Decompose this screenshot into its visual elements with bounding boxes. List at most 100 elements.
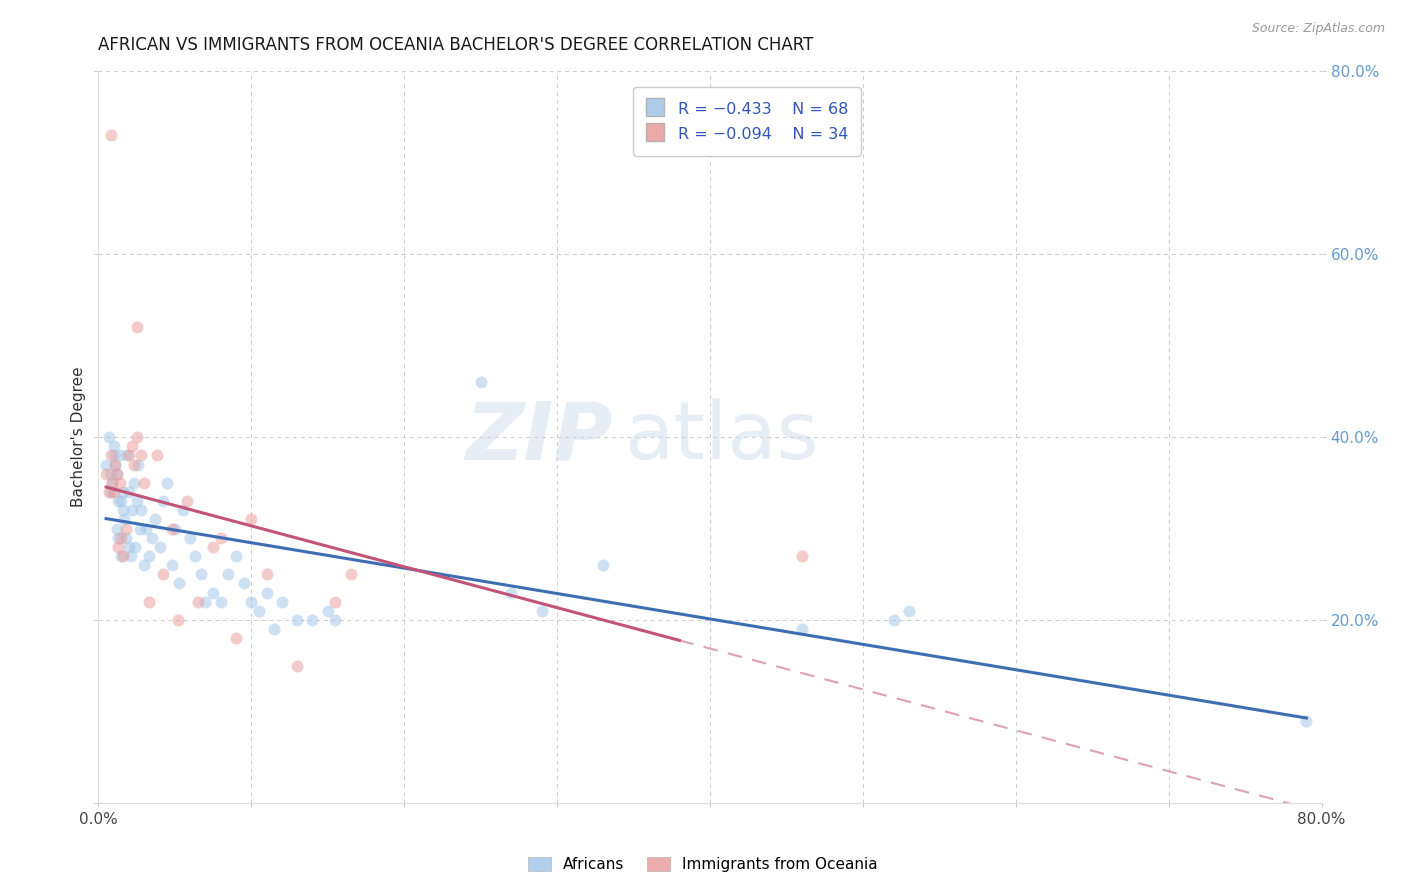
Point	[125, 430, 148, 444]
Point	[94, 467, 117, 481]
Point	[125, 320, 148, 334]
Point	[129, 503, 152, 517]
Point	[301, 613, 323, 627]
Point	[105, 467, 128, 481]
Point	[107, 494, 129, 508]
Point	[240, 594, 263, 608]
Point	[103, 449, 125, 463]
Point	[105, 467, 128, 481]
Text: atlas: atlas	[624, 398, 818, 476]
Point	[108, 449, 131, 463]
Point	[111, 503, 134, 517]
Point	[124, 540, 146, 554]
Point	[256, 585, 278, 599]
Point	[101, 475, 124, 490]
Point	[256, 567, 278, 582]
Point	[138, 549, 160, 563]
Point	[247, 604, 270, 618]
Point	[339, 567, 361, 582]
Point	[883, 613, 905, 627]
Point	[107, 540, 129, 554]
Point	[105, 521, 128, 535]
Point	[202, 540, 225, 554]
Text: ZIP: ZIP	[465, 398, 612, 476]
Point	[194, 594, 217, 608]
Point	[501, 585, 523, 599]
Legend: Africans, Immigrants from Oceania: Africans, Immigrants from Oceania	[520, 849, 886, 880]
Point	[285, 613, 308, 627]
Point	[110, 549, 132, 563]
Point	[169, 576, 191, 591]
Point	[103, 485, 125, 500]
Point	[122, 458, 145, 472]
Point	[129, 449, 152, 463]
Point	[790, 622, 813, 636]
Point	[285, 658, 308, 673]
Point	[232, 576, 254, 591]
Point	[138, 594, 160, 608]
Point	[790, 549, 813, 563]
Point	[121, 503, 143, 517]
Point	[145, 449, 167, 463]
Point	[118, 449, 141, 463]
Point	[135, 521, 157, 535]
Point	[263, 622, 285, 636]
Point	[187, 594, 209, 608]
Point	[108, 475, 131, 490]
Point	[100, 485, 122, 500]
Point	[104, 458, 127, 472]
Point	[202, 585, 225, 599]
Point	[160, 558, 183, 573]
Point	[120, 549, 142, 563]
Point	[98, 485, 121, 500]
Point	[110, 494, 132, 508]
Point	[100, 467, 122, 481]
Point	[149, 540, 172, 554]
Point	[134, 558, 156, 573]
Text: Source: ZipAtlas.com: Source: ZipAtlas.com	[1251, 22, 1385, 36]
Point	[156, 475, 179, 490]
Point	[115, 521, 138, 535]
Point	[107, 531, 129, 545]
Point	[117, 449, 139, 463]
Point	[470, 376, 492, 390]
Point	[209, 531, 232, 545]
Point	[176, 494, 198, 508]
Point	[134, 475, 156, 490]
Point	[111, 549, 134, 563]
Point	[143, 512, 166, 526]
Point	[127, 458, 149, 472]
Point	[118, 485, 141, 500]
Point	[225, 549, 247, 563]
Text: AFRICAN VS IMMIGRANTS FROM OCEANIA BACHELOR'S DEGREE CORRELATION CHART: AFRICAN VS IMMIGRANTS FROM OCEANIA BACHE…	[98, 36, 814, 54]
Point	[530, 604, 553, 618]
Point	[209, 594, 232, 608]
Point	[111, 485, 134, 500]
Point	[141, 531, 163, 545]
Point	[122, 475, 145, 490]
Point	[325, 613, 347, 627]
Legend: R = −0.433    N = 68, R = −0.094    N = 34: R = −0.433 N = 68, R = −0.094 N = 34	[633, 87, 860, 155]
Point	[163, 521, 186, 535]
Point	[112, 512, 135, 526]
Point	[316, 604, 339, 618]
Point	[104, 458, 127, 472]
Point	[128, 521, 150, 535]
Point	[179, 531, 201, 545]
Point	[217, 567, 239, 582]
Point	[240, 512, 263, 526]
Point	[152, 494, 174, 508]
Point	[270, 594, 292, 608]
Point	[94, 458, 117, 472]
Point	[325, 594, 347, 608]
Point	[1295, 714, 1317, 728]
Point	[125, 494, 148, 508]
Point	[101, 475, 124, 490]
Point	[225, 632, 247, 646]
Point	[592, 558, 614, 573]
Point	[167, 613, 190, 627]
Point	[100, 449, 122, 463]
Point	[184, 549, 207, 563]
Point	[121, 439, 143, 453]
Point	[118, 540, 141, 554]
